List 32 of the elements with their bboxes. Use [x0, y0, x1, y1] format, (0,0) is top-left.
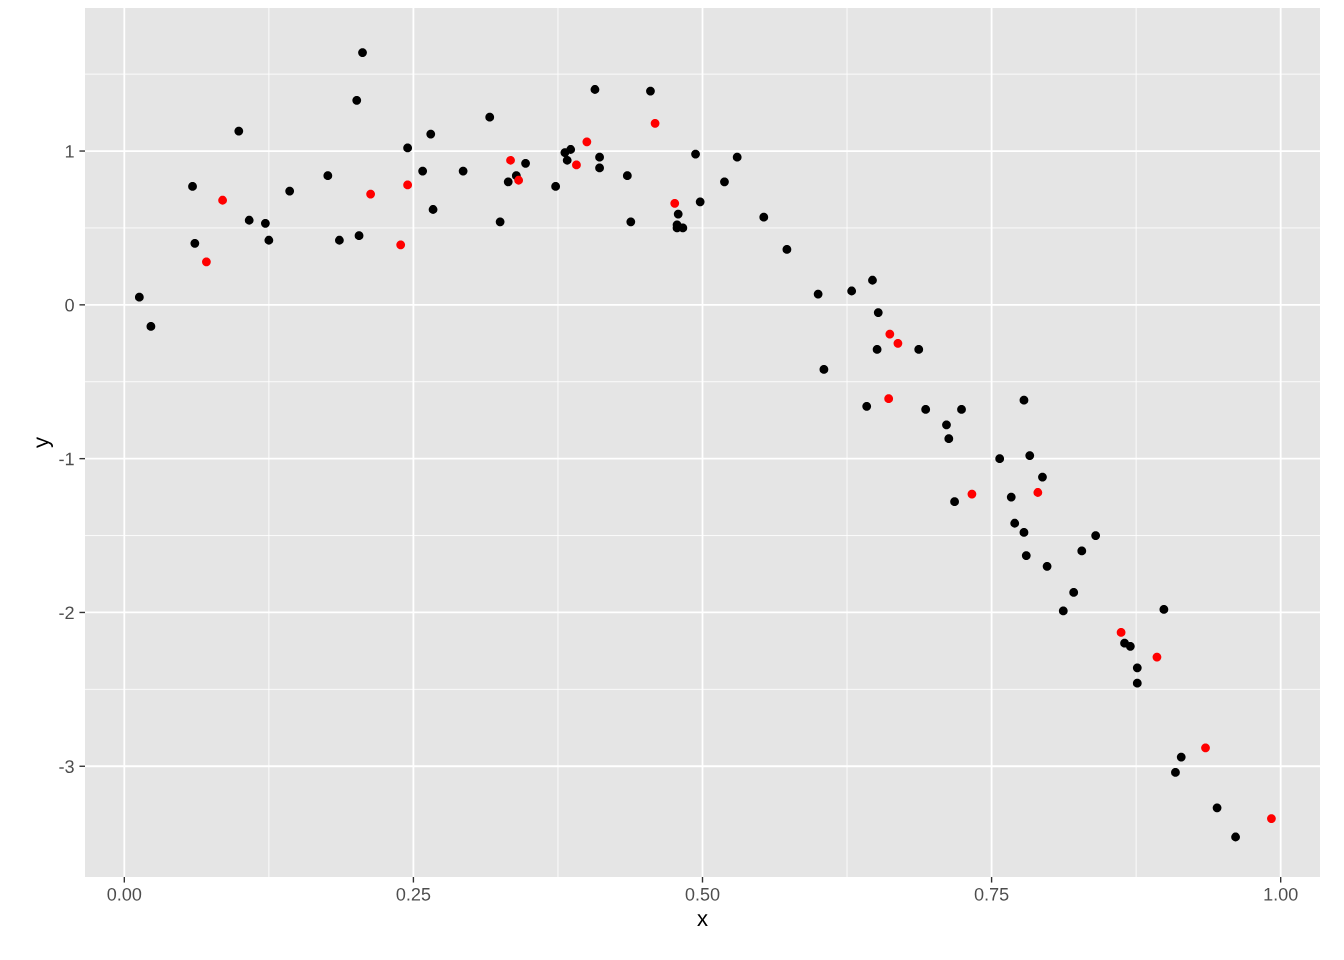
- point: [670, 198, 680, 208]
- point: [403, 180, 413, 190]
- y-axis-title: y: [36, 436, 53, 448]
- point: [1152, 652, 1162, 662]
- y-tick-label: -2: [59, 606, 74, 619]
- x-tick-label: 0.50: [685, 887, 720, 901]
- y-tick-label: 0: [65, 298, 74, 312]
- point: [650, 118, 660, 128]
- x-tick-label: 0.00: [107, 887, 142, 901]
- point: [1267, 814, 1276, 823]
- point: [1116, 628, 1126, 637]
- point: [572, 160, 581, 170]
- point: [967, 489, 977, 499]
- y-tick-label: -3: [59, 760, 74, 773]
- point: [514, 175, 524, 185]
- y-tick-label: -1: [59, 452, 74, 466]
- point: [396, 240, 406, 250]
- point: [893, 338, 903, 348]
- point: [885, 329, 895, 339]
- x-axis-title: x: [697, 914, 708, 926]
- point: [218, 195, 227, 205]
- point: [366, 189, 376, 199]
- x-tick-label: 0.25: [396, 887, 431, 901]
- point: [884, 394, 894, 404]
- point: [1201, 743, 1210, 753]
- point: [506, 155, 515, 165]
- x-tick-label: 1.00: [1264, 887, 1298, 901]
- point: [1033, 488, 1043, 497]
- point: [202, 257, 211, 267]
- point: [582, 137, 592, 147]
- x-tick-label: 0.75: [974, 887, 1009, 901]
- y-tick-label: 1: [65, 145, 74, 158]
